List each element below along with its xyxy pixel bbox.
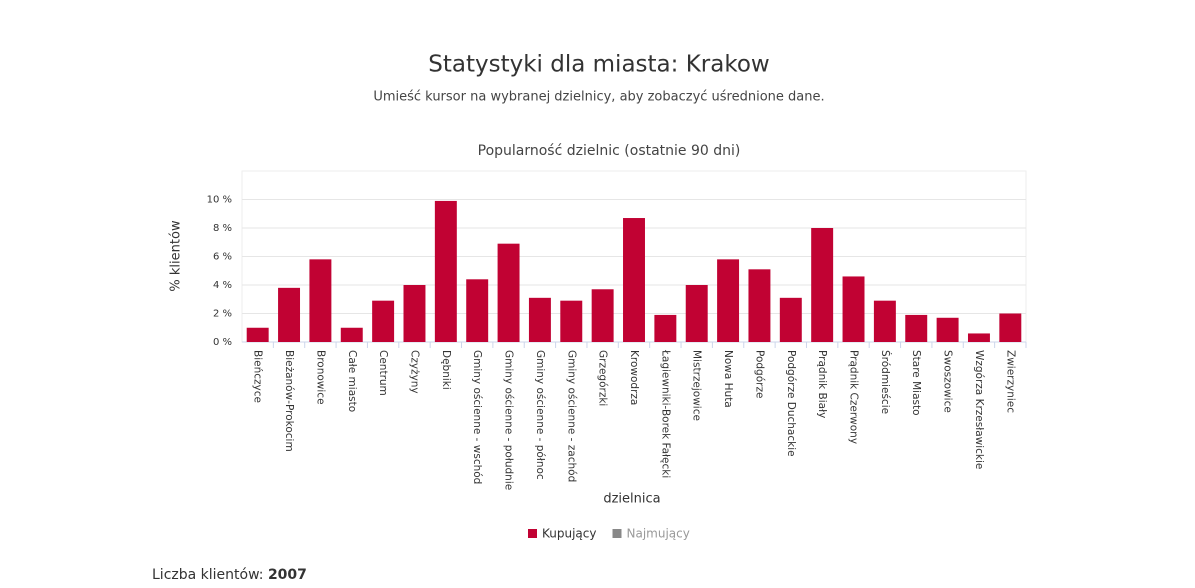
x-tick-label: Swoszowice [942,350,954,413]
chart: Statystyki dla miasta: Krakow Umieść kur… [169,52,1027,541]
y-tick-label: 6 % [213,252,232,263]
legend-swatch[interactable] [528,529,537,538]
bar[interactable] [591,289,614,342]
y-tick-label: 10 % [207,195,232,206]
x-tick-label: Gminy ościenne - wschód [471,350,483,484]
x-tick-label: Bieńczyce [252,350,264,403]
x-tick-label: Podgórze Duchackie [785,350,797,457]
bar[interactable] [905,314,928,342]
bar[interactable] [434,200,457,342]
x-tick-label: Gminy ościenne - północ [534,350,546,480]
bar[interactable] [779,297,802,342]
x-tick-label: Wzgórza Krzesławickie [973,350,985,469]
y-axis-title: % klientów [169,220,184,292]
bar[interactable] [842,276,865,342]
chart-title: Popularność dzielnic (ostatnie 90 dni) [478,143,741,159]
x-tick-label: Zwierzyniec [1004,350,1016,413]
x-tick-label: Mistrzejowice [691,350,703,421]
bar[interactable] [967,333,990,342]
x-tick-label: Stare Miasto [910,350,922,416]
bar[interactable] [811,228,834,342]
bar[interactable] [246,327,269,342]
bar[interactable] [873,300,896,342]
x-tick-label: Grzegórzki [597,350,609,406]
bar[interactable] [654,314,677,342]
y-tick-label: 2 % [213,309,232,320]
x-tick-label: Prądnik Czerwony [848,350,860,444]
bar[interactable] [528,297,551,342]
x-tick-label: Dębniki [440,350,452,390]
x-tick-label: Krowodrza [628,350,640,405]
legend-label[interactable]: Kupujący [542,527,597,541]
x-tick-label: Całe miasto [346,350,358,412]
bar[interactable] [340,327,363,342]
x-tick-label: Bieżanów-Prokocim [283,350,295,452]
bar[interactable] [497,243,520,342]
x-tick-label: Bronowice [314,350,326,405]
legend-label[interactable]: Najmujący [627,527,690,541]
bar[interactable] [685,285,708,342]
x-tick-label: Centrum [377,350,389,396]
bar[interactable] [623,218,645,342]
page-title: Statystyki dla miasta: Krakow [428,52,769,78]
y-tick-label: 0 % [213,337,232,348]
bar[interactable] [278,287,301,342]
x-tick-label: Nowa Huta [722,350,734,408]
x-tick-label: Gminy ościenne - zachód [565,350,577,482]
legend-swatch[interactable] [612,529,622,538]
x-tick-label: Śródmieście [879,350,892,414]
bar[interactable] [466,279,489,342]
x-tick-label: Czyżyny [408,350,420,394]
y-tick-label: 8 % [213,223,232,234]
y-tick-label: 4 % [213,280,232,291]
bar[interactable] [309,259,332,342]
bar[interactable] [999,313,1022,343]
page-subtitle: Umieść kursor na wybranej dzielnicy, aby… [373,90,824,105]
bar[interactable] [748,269,771,342]
x-tick-label: Prądnik Biały [816,350,828,418]
bar[interactable] [372,300,395,342]
x-tick-label: Podgórze [753,350,765,398]
footer-label: Liczba klientów: [152,567,264,583]
bar[interactable] [936,317,959,342]
x-tick-label: Gminy ościenne - południe [503,350,515,490]
bar[interactable] [717,259,740,342]
x-tick-label: Łagiewniki-Borek Fałęcki [659,349,671,478]
bar[interactable] [560,300,583,342]
bar[interactable] [403,285,426,342]
footer: Liczba klientów: 2007 [152,567,307,583]
footer-value: 2007 [267,567,307,583]
x-axis-title: dzielnica [603,492,660,507]
